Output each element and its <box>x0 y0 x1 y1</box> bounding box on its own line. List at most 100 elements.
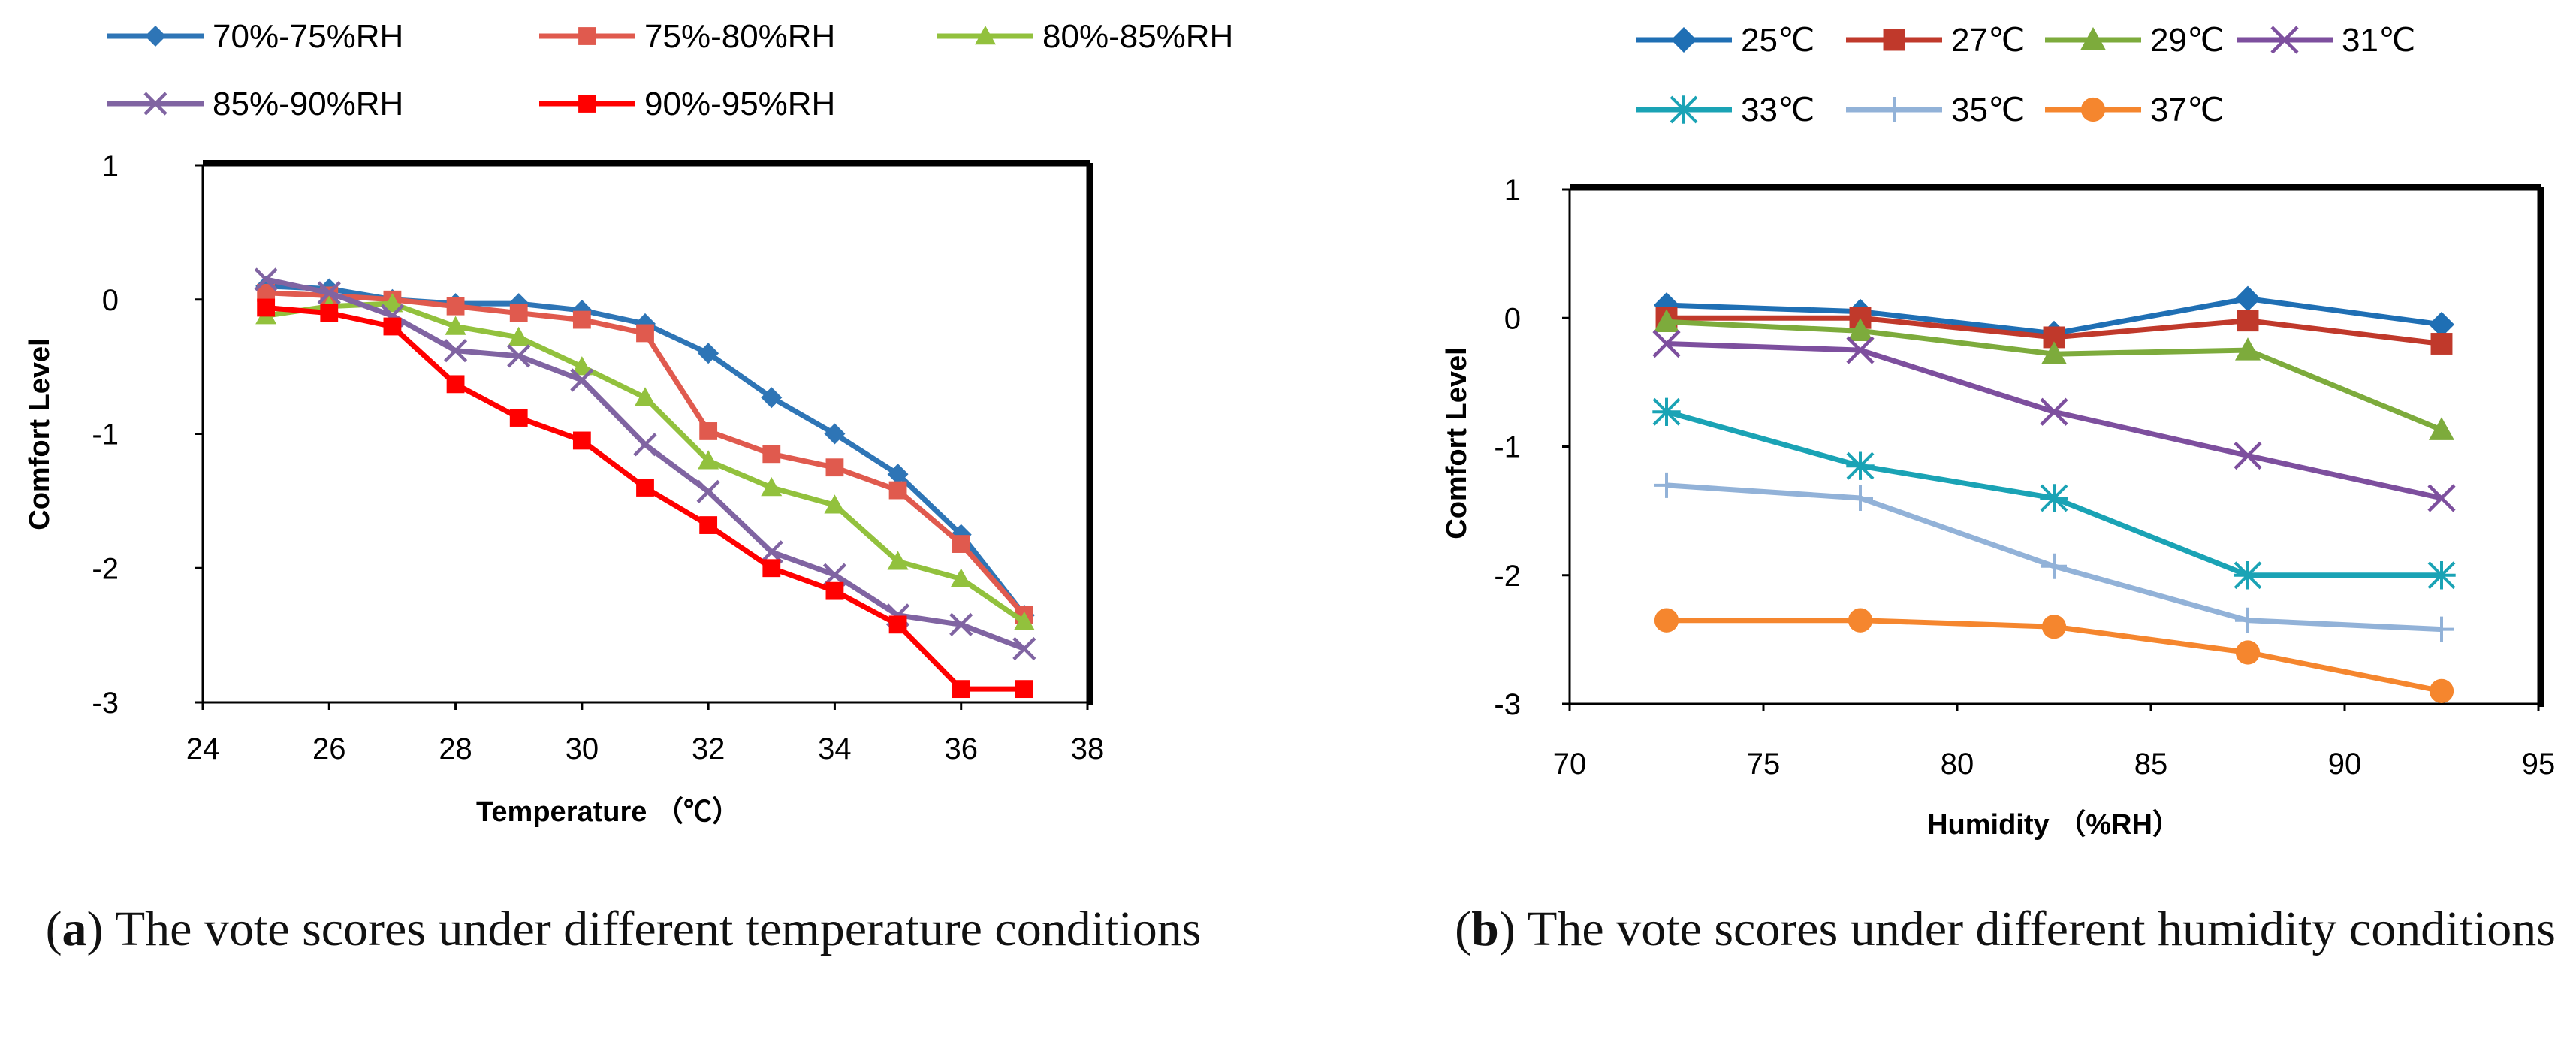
legend-swatch-marker <box>1883 29 1905 51</box>
data-point <box>2429 311 2454 337</box>
legend-item: 90%-95%RH <box>539 86 835 122</box>
data-point <box>2429 417 2454 440</box>
x-axis-label: Temperature （℃） <box>476 796 741 828</box>
data-point <box>1846 336 1875 364</box>
caption-a: (a) The vote scores under different temp… <box>45 901 1202 956</box>
legend-label: 25℃ <box>1741 22 1814 59</box>
data-point <box>317 281 341 305</box>
data-point <box>952 535 970 553</box>
data-point <box>761 387 783 409</box>
legend-item: 25℃ <box>1636 22 1814 59</box>
data-point <box>824 423 846 445</box>
data-point <box>382 293 403 313</box>
data-point <box>822 563 847 587</box>
data-point <box>2427 484 2456 512</box>
data-point <box>254 267 278 291</box>
data-point <box>1846 451 1875 480</box>
data-point <box>445 316 466 335</box>
data-point <box>571 356 593 376</box>
data-point <box>1654 472 1679 498</box>
data-point <box>1652 397 1681 426</box>
legend-item: 33℃ <box>1636 92 1814 128</box>
data-point <box>762 559 781 578</box>
data-point <box>2235 337 2261 361</box>
legend-label: 85%-90%RH <box>213 86 403 122</box>
y-tick-label: 1 <box>1504 174 1521 207</box>
series-3 <box>254 267 1036 661</box>
legend-label: 70%-75%RH <box>213 18 403 55</box>
caption-b-label: b <box>1471 901 1499 956</box>
legend-swatch-marker <box>1671 27 1697 53</box>
legend-swatch-marker <box>2080 27 2106 50</box>
data-point <box>2427 561 2456 590</box>
caption-a-label: a <box>62 901 87 956</box>
x-axis-label: Humidity （%RH） <box>1927 809 2181 841</box>
data-point <box>1013 611 1035 630</box>
legend-swatch-marker <box>1881 97 1907 122</box>
y-tick-label: -2 <box>92 552 119 585</box>
data-point <box>257 283 276 302</box>
data-point <box>2040 484 2068 512</box>
data-point <box>2041 341 2067 364</box>
legend-swatch-marker <box>2080 97 2106 122</box>
legend-swatch-marker <box>975 26 996 45</box>
legend-swatch-marker <box>1670 95 1698 124</box>
chart-a: 1 0 -1 -2 -3 24 26 28 30 32 34 36 38 Temperature （℃） C… <box>24 18 1233 828</box>
x-tick-label: 90 <box>2328 747 2362 781</box>
legend-label: 90%-95%RH <box>644 86 835 122</box>
x-tick-label: 80 <box>1941 747 1974 781</box>
y-tick-label: -1 <box>92 418 119 451</box>
data-point <box>887 551 909 570</box>
series-3 <box>1652 329 2456 512</box>
data-point <box>825 458 844 477</box>
series-line <box>1666 341 2442 501</box>
caption-b-text: ) The vote scores under different humidi… <box>1498 901 2556 956</box>
data-point <box>887 464 909 485</box>
legend-swatch-marker <box>578 27 596 45</box>
data-point <box>2041 553 2067 579</box>
data-point <box>443 339 468 363</box>
y-tick-label: 1 <box>102 149 119 183</box>
legend-item: 80%-85%RH <box>937 18 1233 55</box>
series-line <box>265 300 1026 624</box>
data-point <box>698 450 719 470</box>
data-point <box>761 477 783 497</box>
data-point <box>1654 608 1679 633</box>
caption-b: (b) The vote scores under different humi… <box>1455 901 2556 956</box>
data-point <box>888 481 907 500</box>
data-point <box>257 298 276 317</box>
x-tick-label: 30 <box>566 732 599 766</box>
data-point <box>320 304 339 322</box>
legend-swatch-marker <box>143 92 167 116</box>
data-point <box>446 375 465 394</box>
data-point <box>1015 680 1033 699</box>
legend-item: 29℃ <box>2045 22 2224 59</box>
data-point <box>699 422 718 440</box>
legend-label: 37℃ <box>2150 92 2224 128</box>
y-tick-label: 0 <box>1504 302 1521 335</box>
legend-label: 33℃ <box>1741 92 1814 128</box>
data-point <box>508 326 529 346</box>
legend-swatch-marker <box>578 95 596 113</box>
y-tick-label: -3 <box>92 687 119 720</box>
data-point <box>1012 636 1036 661</box>
data-point <box>2429 616 2454 642</box>
data-point <box>509 304 528 322</box>
y-tick-label: -2 <box>1494 560 1521 593</box>
legend-item: 37℃ <box>2045 92 2224 128</box>
y-axis-label: Comfort Level <box>24 338 56 530</box>
data-point <box>383 317 402 336</box>
data-point <box>633 433 657 457</box>
data-point <box>2234 441 2262 470</box>
legend-item: 85%-90%RH <box>107 86 403 122</box>
data-point <box>572 310 591 329</box>
x-tick-label: 34 <box>818 732 852 766</box>
chart-b: 1 0 -1 -2 -3 70 75 80 85 90 95 Humidity （%RH） Comfor… <box>1441 22 2555 841</box>
legend-label: 29℃ <box>2150 22 2224 59</box>
data-point <box>950 568 972 587</box>
legend-label: 75%-80%RH <box>644 18 835 55</box>
data-point <box>2041 615 2067 639</box>
data-point <box>824 494 846 514</box>
x-tick-label: 38 <box>1071 732 1105 766</box>
